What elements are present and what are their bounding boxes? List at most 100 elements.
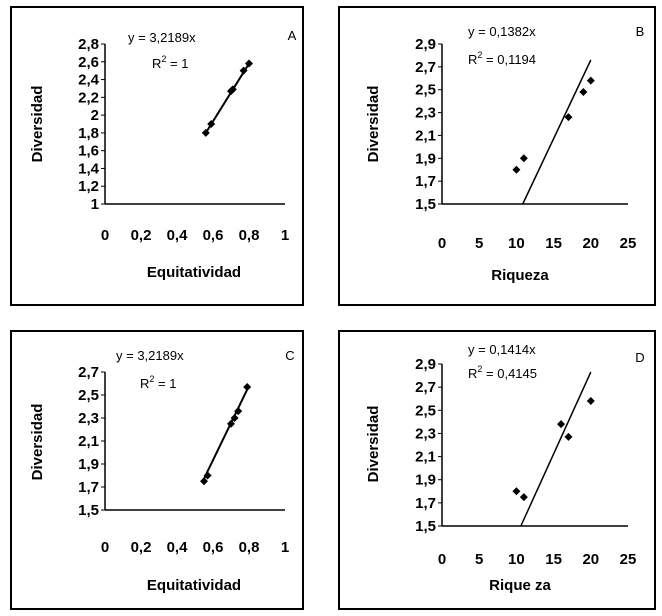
chart-c-y-tick-label: 1,9: [78, 456, 99, 473]
chart-b-panel-letter: B: [636, 24, 645, 39]
chart-c-panel-letter: C: [285, 348, 294, 363]
chart-c-r-squared: R2 = 1: [140, 374, 176, 391]
chart-b-equation: y = 0,1382x: [468, 24, 536, 39]
chart-d-x-tick-label: 25: [620, 551, 637, 568]
chart-d-y-tick-label: 2,5: [415, 402, 436, 419]
chart-c-svg: 1,5 1,7 1,9 2,1 2,3 2,5 2,7 0 0,2 0,4 0,6 0,8 1 y = 3…: [29, 348, 295, 594]
chart-d-x-tick-label: 15: [545, 551, 562, 568]
chart-d-data-point: [564, 432, 573, 441]
chart-b-y-tick-label: 2,9: [415, 36, 436, 53]
chart-c-trendline: [201, 385, 250, 483]
chart-b-data-point: [512, 165, 521, 174]
chart-b-x-tick-label: 15: [545, 235, 562, 252]
chart-a-y-tick-label: 2,8: [78, 36, 99, 53]
chart-c-data-point: [230, 414, 239, 422]
chart-a-x-tick-label: 1: [281, 227, 289, 244]
chart-b-x-axis-label: Riqueza: [491, 267, 549, 284]
chart-panel-a: 1 1,2 1,4 1,6 1,8 2 2,2 2,4 2,6 2,8 0 0,2 0,4 0,6 0,8 1…: [10, 6, 304, 306]
chart-c-y-axis-label: Diversidad: [29, 404, 46, 481]
chart-c-data-point: [234, 407, 243, 416]
chart-d-data-point: [557, 420, 566, 429]
chart-a-r-squared: R2 = 1: [152, 54, 188, 71]
chart-b-y-tick-label: 2,3: [415, 105, 436, 122]
chart-a-y-tick-label: 1,4: [78, 160, 100, 177]
chart-a-trendline: [204, 63, 250, 134]
chart-a-y-tick-label: 1,2: [78, 178, 99, 195]
chart-c-y-tick-label: 2,3: [78, 410, 99, 427]
chart-panel-d: 1,5 1,7 1,9 2,1 2,3 2,5 2,7 2,9 0 5 10 15 20 25 y = 0,…: [338, 330, 656, 610]
chart-panel-b: 1,5 1,7 1,9 2,1 2,3 2,5 2,7 2,9 0 5 10 15 20 25 y = 0,…: [338, 6, 656, 306]
chart-b-trendline: [522, 59, 592, 205]
chart-a-y-tick-label: 1: [91, 196, 99, 213]
chart-b-x-tick-label: 5: [475, 235, 483, 252]
chart-d-y-tick-label: 2,9: [415, 356, 436, 373]
chart-c-x-tick-label: 1: [281, 539, 289, 556]
chart-a-data-point: [239, 66, 248, 75]
chart-d-data-point: [512, 487, 521, 496]
chart-b-x-tick-label: 20: [582, 235, 599, 252]
chart-a-x-tick-label: 0,4: [167, 227, 189, 244]
chart-c-x-tick-label: 0,4: [167, 539, 189, 556]
chart-b-x-tick-label: 0: [438, 235, 446, 252]
chart-a-y-axis-label: Diversidad: [29, 86, 46, 163]
chart-d-y-axis-label: Diversidad: [365, 406, 382, 483]
chart-b-y-tick-label: 2,1: [415, 127, 436, 144]
chart-c-data-point: [200, 477, 208, 486]
chart-d-trendline: [520, 371, 592, 527]
chart-b-y-axis-label: Diversidad: [365, 86, 382, 163]
chart-a-data-point: [207, 120, 216, 128]
chart-c-data-point: [243, 382, 252, 391]
chart-a-y-tick-label: 2,6: [78, 54, 99, 71]
chart-d-y-tick-label: 1,9: [415, 472, 436, 489]
chart-b-svg: 1,5 1,7 1,9 2,1 2,3 2,5 2,7 2,9 0 5 10 15 20 25 y = 0,…: [365, 24, 645, 284]
chart-c-x-axis-label: Equitatividad: [147, 577, 241, 594]
chart-a-y-tick-label: 2: [91, 107, 99, 124]
chart-b-y-tick-label: 2,7: [415, 59, 436, 76]
chart-c-x-tick-label: 0,2: [131, 539, 152, 556]
chart-d-y-tick-label: 2,7: [415, 379, 436, 396]
chart-d-x-tick-label: 20: [582, 551, 599, 568]
chart-a-data-point: [228, 85, 237, 94]
chart-a-svg: 11,21,41,61,822,22,42,62,80 0,2 0,4 0,6 0,8 1…: [29, 28, 297, 281]
chart-d-x-tick-label: 0: [438, 551, 446, 568]
chart-a-data-point: [201, 128, 210, 137]
chart-b-r-squared: R2 = 0,1194: [468, 50, 536, 67]
chart-b-x-tick-label: 10: [508, 235, 525, 252]
chart-c-y-tick-label: 2,7: [78, 364, 99, 381]
chart-a-panel-letter: A: [288, 28, 297, 43]
chart-a-x-tick-label: 0: [101, 227, 109, 244]
chart-a-equation: y = 3,2189x: [128, 30, 196, 45]
chart-c-y-tick-label: 2,5: [78, 387, 99, 404]
chart-d-panel-letter: D: [635, 350, 644, 365]
chart-b-y-tick-label: 2,5: [415, 82, 436, 99]
chart-c-x-tick-label: 0,6: [203, 539, 224, 556]
chart-panel-c: 1,5 1,7 1,9 2,1 2,3 2,5 2,7 0 0,2 0,4 0,6 0,8 1 y = 3…: [10, 330, 304, 610]
chart-a-y-tick-label: 2,4: [78, 72, 100, 89]
chart-c-equation: y = 3,2189x: [116, 348, 184, 363]
chart-b-data-point: [586, 76, 595, 85]
chart-c-y-tick-label: 1,5: [78, 502, 99, 519]
chart-c-x-tick-label: 0: [101, 539, 109, 556]
chart-b-x-tick-label: 25: [620, 235, 637, 252]
chart-c-data-point: [203, 471, 212, 480]
chart-b-y-tick-label: 1,7: [415, 173, 436, 190]
chart-a-y-tick-label: 1,8: [78, 125, 99, 142]
chart-a-x-tick-label: 0,8: [239, 227, 260, 244]
chart-d-y-tick-label: 2,3: [415, 425, 436, 442]
chart-d-x-axis-label: Rique za: [489, 577, 551, 594]
chart-c-y-tick-label: 2,1: [78, 433, 99, 450]
chart-d-y-tick-label: 2,1: [415, 449, 436, 466]
chart-d-x-tick-label: 10: [508, 551, 525, 568]
chart-b-y-tick-label: 1,5: [415, 196, 436, 213]
chart-d-r-squared: R2 = 0,4145: [468, 364, 537, 381]
chart-a-y-tick-label: 2,2: [78, 89, 99, 106]
chart-d-x-tick-label: 5: [475, 551, 483, 568]
chart-d-y-tick-label: 1,5: [415, 518, 436, 535]
chart-a-x-tick-label: 0,6: [203, 227, 224, 244]
chart-b-data-point: [519, 154, 528, 163]
chart-d-data-point: [519, 493, 528, 502]
chart-a-y-tick-label: 1,6: [78, 143, 99, 160]
chart-c-x-tick-label: 0,8: [239, 539, 260, 556]
chart-c-y-tick-label: 1,7: [78, 479, 99, 496]
chart-d-y-tick-label: 1,7: [415, 495, 436, 512]
